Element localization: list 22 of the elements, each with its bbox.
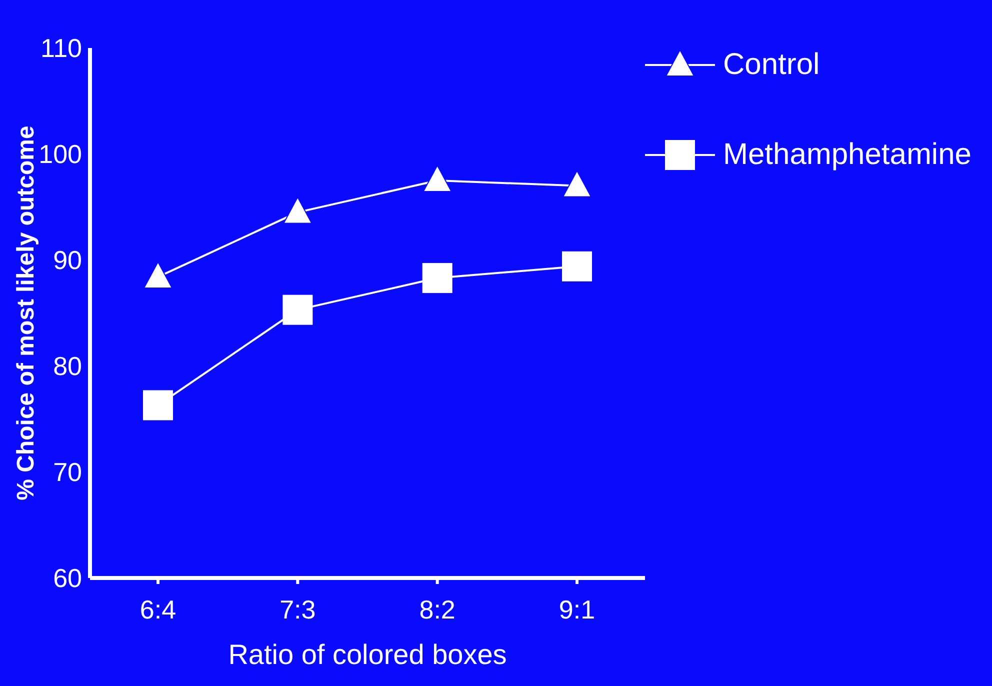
point	[422, 165, 452, 192]
legend-label: Methamphetamine	[723, 138, 972, 172]
x-tick-label: 9:1	[558, 594, 596, 624]
y-tick-label: 110	[40, 33, 82, 64]
y-tick-label: 80	[53, 351, 82, 382]
point	[562, 170, 592, 198]
y-tick-label: 70	[53, 457, 82, 488]
x-tick-label: 8:2	[419, 594, 456, 624]
y-axis-title: % Choice of most likely outcome	[12, 126, 40, 500]
point	[282, 294, 313, 325]
point	[283, 196, 312, 224]
legend-label: Control	[723, 48, 820, 82]
point	[562, 251, 592, 282]
y-tick-label: 60	[53, 563, 82, 594]
y-tick-label: 100	[38, 139, 82, 170]
x-axis-title: Ratio of colored boxes	[228, 639, 507, 670]
y-tick-label: 90	[53, 245, 82, 276]
point	[143, 390, 173, 420]
x-tick-label: 7:3	[280, 594, 316, 624]
point	[144, 261, 172, 288]
x-tick-label: 6:4	[140, 594, 176, 624]
point	[422, 263, 452, 294]
